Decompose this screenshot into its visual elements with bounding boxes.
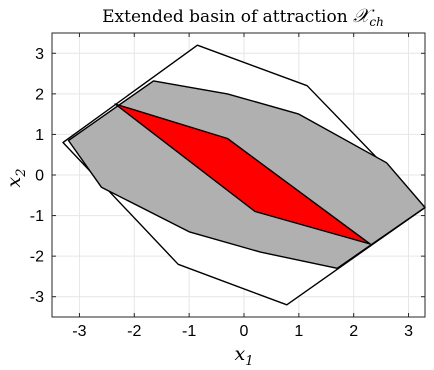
red-region xyxy=(114,103,371,245)
x-tick-label: 3 xyxy=(404,323,413,340)
y-tick-label: 1 xyxy=(35,127,44,144)
x-tick-label: 2 xyxy=(349,323,358,340)
y-tick-label: 2 xyxy=(35,86,44,103)
y-tick-label: -3 xyxy=(30,289,44,306)
x-axis-label: x1 xyxy=(235,343,254,369)
x-tick-label: 0 xyxy=(240,323,249,340)
x-tick-label: 1 xyxy=(294,323,303,340)
x-tick-label: -3 xyxy=(72,323,86,340)
axes xyxy=(51,32,426,318)
y-tick-label: -1 xyxy=(30,208,44,225)
y-tick-label: -2 xyxy=(30,249,44,266)
y-axis-label: x2 xyxy=(3,169,29,188)
y-tick-label: 3 xyxy=(35,46,44,63)
y-tick-label: 0 xyxy=(35,168,44,185)
x-tick-label: -2 xyxy=(127,323,141,340)
tick-labels: -3 -2 -1 0 1 2 3 -3 -2 -1 0 1 2 3 xyxy=(30,46,413,340)
regions xyxy=(62,44,426,306)
chart-title: Extended basin of attraction 𝒳ch xyxy=(102,5,384,29)
x-tick-label: -1 xyxy=(182,323,196,340)
